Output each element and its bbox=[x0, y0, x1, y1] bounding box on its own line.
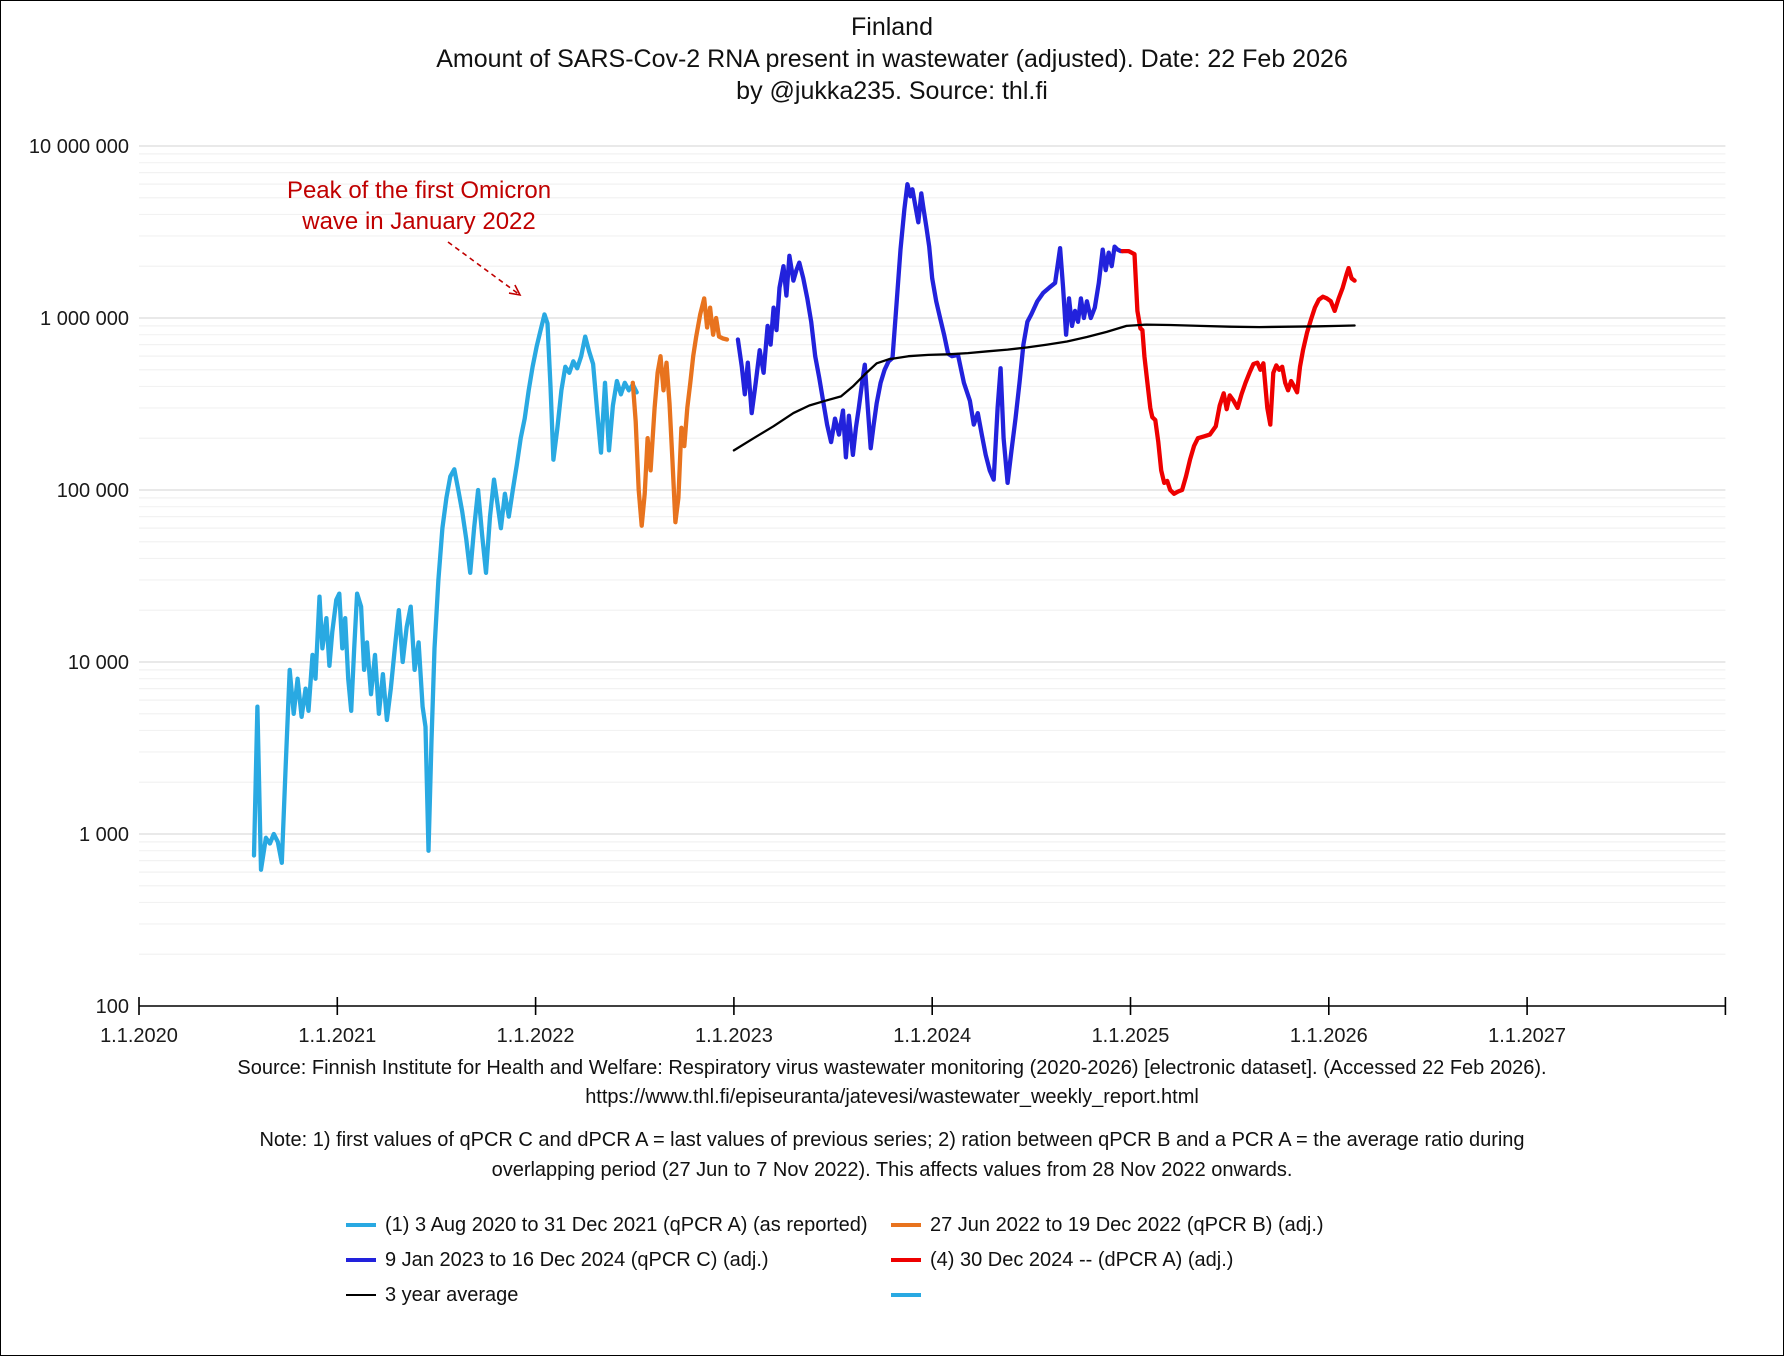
annotation-omicron-peak: Peak of the first Omicron wave in Januar… bbox=[249, 175, 589, 237]
x-tick-label: 1.1.2021 bbox=[298, 1025, 376, 1047]
legend-item bbox=[891, 1283, 930, 1307]
x-tick-label: 1.1.2024 bbox=[893, 1025, 971, 1047]
y-tick-label: 1 000 000 bbox=[40, 308, 129, 330]
axis-labels: 1.1.2020 1.1.2021 1.1.2022 1.1.2023 1.1.2024… bbox=[29, 136, 1566, 1047]
x-tick-label: 1.1.2026 bbox=[1290, 1025, 1368, 1047]
annotation-line-2: wave in January 2022 bbox=[302, 208, 536, 235]
note-line-2: overlapping period (27 Jun to 7 Nov 2022… bbox=[491, 1159, 1293, 1181]
x-tick-label: 1.1.2022 bbox=[497, 1025, 575, 1047]
series-line-1 bbox=[630, 296, 730, 528]
y-tick-label: 100 000 bbox=[57, 480, 129, 502]
legend-item: 9 Jan 2023 to 16 Dec 2024 (qPCR C) (adj.… bbox=[346, 1248, 769, 1272]
x-tick-label: 1.1.2025 bbox=[1092, 1025, 1170, 1047]
note-text: Note: 1) first values of qPCR C and dPCR… bbox=[1, 1125, 1783, 1185]
annotation-arrow bbox=[447, 241, 522, 297]
legend-swatch bbox=[891, 1258, 921, 1262]
legend-swatch bbox=[891, 1293, 921, 1297]
source-link: https://www.thl.fi/episeuranta/jatevesi/… bbox=[585, 1086, 1199, 1108]
y-tick-label: 1 000 bbox=[79, 824, 129, 846]
chart-title: Finland Amount of SARS-Cov-2 RNA present… bbox=[1, 11, 1783, 107]
series-line-4 bbox=[732, 323, 1356, 452]
legend-item: 3 year average bbox=[346, 1283, 518, 1307]
y-tick-label: 100 bbox=[96, 996, 129, 1018]
legend-label: (4) 30 Dec 2024 -- (dPCR A) (adj.) bbox=[930, 1248, 1234, 1271]
annotation-line-1: Peak of the first Omicron bbox=[286, 177, 552, 204]
source-text: Source: Finnish Institute for Health and… bbox=[1, 1054, 1783, 1112]
data-series bbox=[251, 182, 1357, 872]
y-tick-label: 10 000 bbox=[68, 652, 129, 674]
legend-label: 9 Jan 2023 to 16 Dec 2024 (qPCR C) (adj.… bbox=[385, 1248, 769, 1271]
x-axis bbox=[138, 997, 1727, 1015]
x-tick-label: 1.1.2023 bbox=[695, 1025, 773, 1047]
x-tick-label: 1.1.2020 bbox=[100, 1025, 178, 1047]
source-line-1: Source: Finnish Institute for Health and… bbox=[237, 1057, 1547, 1079]
series-line-3 bbox=[1120, 248, 1357, 496]
series-line-2 bbox=[735, 182, 1125, 486]
title-line-country: Finland bbox=[851, 13, 933, 41]
gridlines bbox=[139, 145, 1726, 955]
legend-swatch bbox=[346, 1294, 376, 1296]
legend-swatch bbox=[346, 1223, 376, 1227]
series-line-0 bbox=[251, 312, 639, 872]
y-tick-label: 10 000 000 bbox=[29, 136, 129, 158]
title-line-main: Amount of SARS-Cov-2 RNA present in wast… bbox=[436, 45, 1348, 73]
legend-item: (1) 3 Aug 2020 to 31 Dec 2021 (qPCR A) (… bbox=[346, 1213, 868, 1237]
legend-item: 27 Jun 2022 to 19 Dec 2022 (qPCR B) (adj… bbox=[891, 1213, 1324, 1237]
legend-swatch bbox=[346, 1258, 376, 1262]
legend-label: (1) 3 Aug 2020 to 31 Dec 2021 (qPCR A) (… bbox=[385, 1213, 868, 1236]
note-line-1: Note: 1) first values of qPCR C and dPCR… bbox=[259, 1129, 1525, 1151]
x-tick-label: 1.1.2027 bbox=[1488, 1025, 1566, 1047]
title-line-byline: by @jukka235. Source: thl.fi bbox=[736, 77, 1048, 105]
legend-item: (4) 30 Dec 2024 -- (dPCR A) (adj.) bbox=[891, 1248, 1233, 1272]
legend-label: 27 Jun 2022 to 19 Dec 2022 (qPCR B) (adj… bbox=[930, 1213, 1324, 1236]
legend-label: 3 year average bbox=[385, 1283, 519, 1306]
legend-swatch bbox=[891, 1223, 921, 1227]
